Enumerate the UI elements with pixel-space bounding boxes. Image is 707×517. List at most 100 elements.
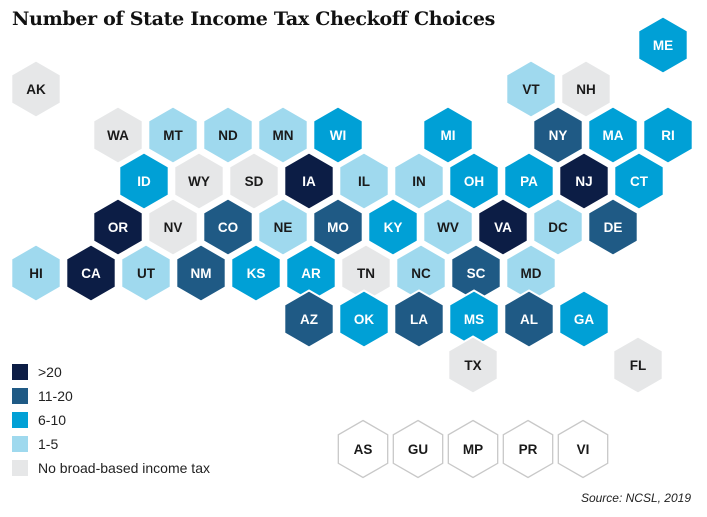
state-hex-va-shape [477,197,529,257]
state-hex-oh-shape [448,151,500,211]
state-hex-nm: NM [175,243,227,303]
state-hex-sc-label: SC [467,266,486,281]
state-hex-sc: SC [450,243,502,303]
state-hex-ak-shape [10,59,62,119]
legend-label-6-10: 6-10 [38,412,67,428]
state-hex-ks-label: KS [247,266,266,281]
state-hex-ga-shape [558,289,610,349]
state-hex-ia-shape [283,151,335,211]
territory-hex-gu-shape [392,419,444,479]
state-hex-id-label: ID [137,174,151,189]
territory-hex-as: AS [337,419,389,479]
state-hex-vt: VT [505,59,557,119]
state-hex-ca-shape [65,243,117,303]
state-hex-ok: OK [338,289,390,349]
territory-hex-as-label: AS [354,442,373,457]
state-hex-va: VA [477,197,529,257]
state-hex-tn-label: TN [357,266,375,281]
state-hex-ny: NY [532,105,584,165]
state-hex-ne-label: NE [274,220,293,235]
state-hex-or-shape [92,197,144,257]
state-hex-wa-label: WA [107,128,129,143]
state-hex-hi: HI [10,243,62,303]
state-hex-mi-label: MI [441,128,456,143]
state-hex-ar-label: AR [301,266,321,281]
state-hex-mn: MN [257,105,309,165]
legend-swatch-6-10 [12,412,28,428]
state-hex-dc: DC [532,197,584,257]
legend-swatch-gt20 [12,364,28,380]
state-hex-ms: MS [448,289,500,349]
state-hex-la: LA [393,289,445,349]
state-hex-wv-shape [422,197,474,257]
state-hex-nj-label: NJ [575,174,592,189]
state-hex-mi-shape [422,105,474,165]
state-hex-ne: NE [257,197,309,257]
state-hex-me: ME [637,15,689,75]
legend-label-gt20: >20 [38,364,62,380]
state-hex-wa-shape [92,105,144,165]
state-hex-id-shape [118,151,170,211]
state-hex-nv-label: NV [164,220,183,235]
state-hex-me-shape [637,15,689,75]
state-hex-ga: GA [558,289,610,349]
territory-hex-pr-label: PR [519,442,538,457]
state-hex-il: IL [338,151,390,211]
territory-hex-vi-label: VI [577,442,590,457]
state-hex-sd-label: SD [245,174,264,189]
state-hex-de: DE [587,197,639,257]
state-hex-ia: IA [283,151,335,211]
state-hex-dc-shape [532,197,584,257]
state-hex-nh: NH [560,59,612,119]
map-title: Number of State Income Tax Checkoff Choi… [12,8,496,30]
state-hex-pa-label: PA [520,174,538,189]
state-hex-hi-label: HI [29,266,43,281]
state-hex-mt-shape [147,105,199,165]
state-hex-ma-label: MA [603,128,624,143]
state-hex-nv-shape [147,197,199,257]
state-hex-co: CO [202,197,254,257]
state-hex-mo-shape [312,197,364,257]
state-hex-in-label: IN [412,174,426,189]
territory-hex-mp-shape [447,419,499,479]
state-hex-id: ID [118,151,170,211]
legend: >20 11-20 6-10 1-5 No broad-based income… [12,360,210,480]
state-hex-nm-shape [175,243,227,303]
state-hex-nc: NC [395,243,447,303]
state-hex-az-shape [283,289,335,349]
state-hex-pa: PA [503,151,555,211]
legend-item-1-5: 1-5 [12,432,210,456]
legend-item-11-20: 11-20 [12,384,210,408]
state-hex-tx-shape [447,335,499,395]
state-hex-fl-shape [612,335,664,395]
legend-swatch-1-5 [12,436,28,452]
state-hex-mn-label: MN [273,128,294,143]
territory-hex-mp: MP [447,419,499,479]
state-hex-va-label: VA [494,220,512,235]
state-hex-la-label: LA [410,312,428,327]
state-hex-nh-shape [560,59,612,119]
state-hex-ky: KY [367,197,419,257]
state-hex-hi-shape [10,243,62,303]
state-hex-il-label: IL [358,174,370,189]
state-hex-mi: MI [422,105,474,165]
state-hex-ks: KS [230,243,282,303]
state-hex-oh: OH [448,151,500,211]
state-hex-wy-label: WY [188,174,210,189]
territory-hex-pr: PR [502,419,554,479]
state-hex-al: AL [503,289,555,349]
legend-label-11-20: 11-20 [38,388,73,404]
territory-hex-pr-shape [502,419,554,479]
state-hex-ca-label: CA [81,266,101,281]
state-hex-ak-label: AK [26,82,46,97]
state-hex-wv-label: WV [437,220,459,235]
state-hex-fl: FL [612,335,664,395]
state-hex-tx-label: TX [464,358,481,373]
territory-hex-gu-label: GU [408,442,428,457]
territory-hex-vi-shape [557,419,609,479]
state-hex-wi: WI [312,105,364,165]
state-hex-wi-shape [312,105,364,165]
state-hex-me-label: ME [653,38,673,53]
state-hex-ut-shape [120,243,172,303]
